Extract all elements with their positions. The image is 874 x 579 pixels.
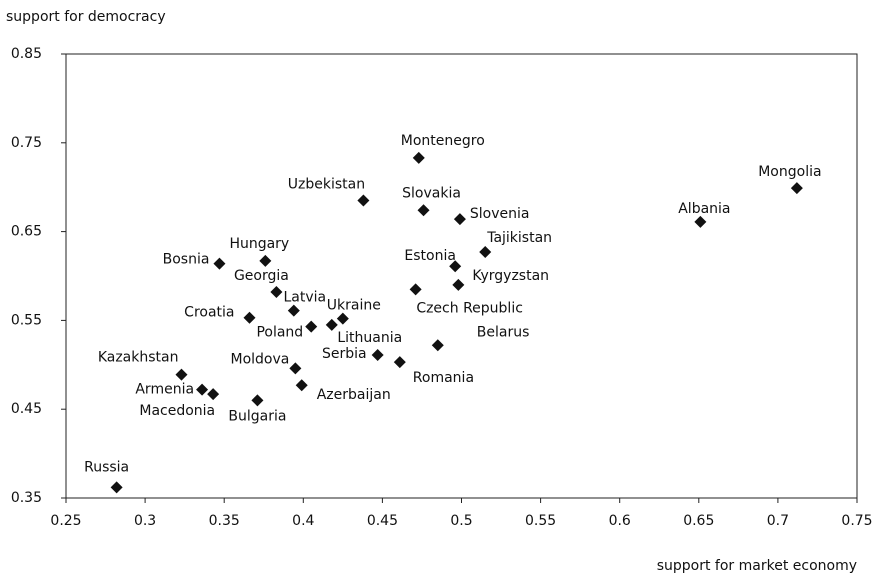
point-label: Bulgaria [228,408,286,424]
point [336,312,349,325]
point [694,215,707,228]
point [287,304,300,317]
point-label: Slovakia [402,185,461,201]
point [251,394,264,407]
point-label: Latvia [283,290,326,306]
y-tick-label: 0.65 [11,224,42,240]
y-tick-label: 0.85 [11,46,42,62]
point [790,182,803,195]
x-tick-label: 0.5 [450,513,472,529]
point [412,151,425,164]
x-tick-label: 0.3 [134,513,156,529]
point [393,356,406,369]
point [325,318,338,331]
point-label: Azerbaijan [317,387,391,403]
point [305,320,318,333]
point [175,368,188,381]
point-label: Poland [256,325,303,341]
point [213,257,226,270]
x-tick-label: 0.45 [367,513,398,529]
point-label: Serbia [322,346,367,362]
point-label: Croatia [184,305,234,321]
y-tick-label: 0.75 [11,135,42,151]
x-tick-label: 0.65 [683,513,714,529]
point [295,379,308,392]
point-label: Russia [84,459,129,475]
y-axis-label: support for democracy [6,9,166,25]
point-label: Uzbekistan [288,177,365,193]
y-tick-label: 0.55 [11,312,42,328]
point [479,246,492,259]
point [431,339,444,352]
plot-frame [65,53,858,499]
point-label: Czech Republic [416,300,523,316]
x-axis-label: support for market economy [657,558,857,574]
x-tick-label: 0.4 [292,513,314,529]
point [289,362,302,375]
point [196,383,209,396]
point [409,283,422,296]
point-label: Macedonia [139,403,215,419]
point-label: Albania [678,201,730,217]
point-label: Montenegro [401,133,485,149]
x-tick-label: 0.75 [841,513,872,529]
point-label: Slovenia [470,206,530,222]
point-label: Romania [413,370,474,386]
point-label: Ukraine [327,298,381,314]
y-tick-label: 0.35 [11,490,42,506]
point-label: Belarus [477,324,530,340]
point-label: Armenia [135,382,194,398]
point [452,278,465,291]
point-label: Kazakhstan [98,350,179,366]
point [270,285,283,298]
point [449,260,462,273]
point-label: Hungary [229,236,289,252]
point [371,349,384,362]
x-tick-label: 0.6 [609,513,631,529]
point [417,204,430,217]
point-label: Georgia [234,268,289,284]
point-label: Kyrgyzstan [472,268,549,284]
point-label: Mongolia [758,164,821,180]
y-tick-label: 0.45 [11,401,42,417]
point-label: Bosnia [163,252,210,268]
x-tick-label: 0.35 [209,513,240,529]
point [207,388,220,401]
point [110,481,123,494]
point [259,254,272,267]
point [243,311,256,324]
point-label: Lithuania [337,330,402,346]
x-tick-label: 0.7 [767,513,789,529]
point-label: Estonia [404,248,456,264]
point [453,213,466,226]
x-tick-label: 0.55 [525,513,556,529]
point [357,194,370,207]
x-tick-label: 0.25 [50,513,81,529]
point-label: Tajikistan [486,230,552,246]
point-label: Moldova [231,351,290,367]
